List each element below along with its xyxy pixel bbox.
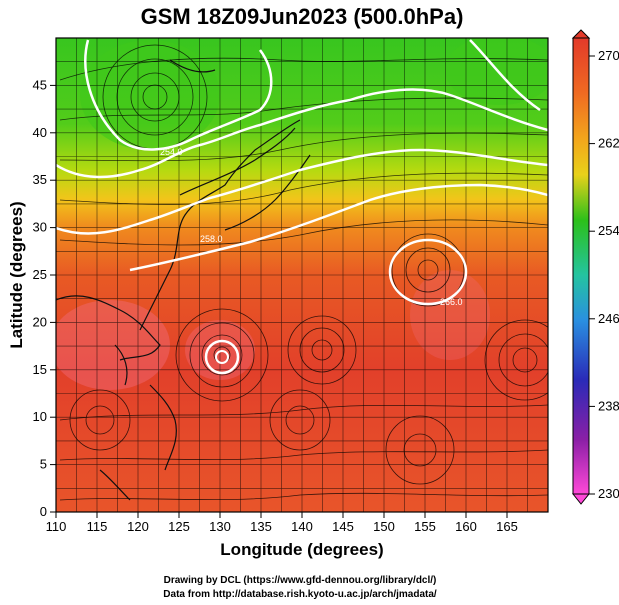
y-tick-label: 30 (33, 220, 47, 235)
contour-label: 258.0 (200, 234, 223, 244)
y-tick-label: 45 (33, 77, 47, 92)
contour-labels: 254.0 258.0 266.0 (160, 147, 463, 307)
y-axis-ticks: 0 5 10 15 20 25 30 35 40 45 (33, 77, 56, 519)
height-contours (56, 39, 548, 375)
x-tick-label: 165 (496, 519, 518, 534)
contour-254 (56, 88, 548, 179)
colorbar-label: 262 (598, 136, 619, 151)
x-tick-label: 125 (168, 519, 190, 534)
chart-title: GSM 18Z09Jun2023 (500.0hPa) (141, 4, 464, 29)
contour-label: 254.0 (160, 147, 183, 157)
y-tick-label: 5 (40, 457, 47, 472)
colorbar-label: 238 (598, 398, 619, 413)
warm-patch (56, 300, 170, 390)
colorbar-gradient (572, 37, 590, 495)
colorbar-ticks: 270 262 254 246 238 230 (589, 48, 619, 501)
x-tick-label: 130 (209, 519, 231, 534)
y-tick-label: 10 (33, 409, 47, 424)
cold-patch (445, 38, 548, 105)
x-tick-label: 120 (127, 519, 149, 534)
y-tick-label: 0 (40, 504, 47, 519)
credit-dcl: Drawing by DCL (https://www.gfd-dennou.o… (164, 575, 437, 586)
y-tick-label: 25 (33, 267, 47, 282)
y-tick-label: 20 (33, 314, 47, 329)
contour-262 (129, 183, 548, 272)
x-axis-ticks: 110 115 120 125 130 135 140 145 150 155 160 165 (46, 512, 518, 534)
credit-data: Data from http://database.rish.kyoto-u.a… (163, 589, 437, 600)
colorbar-top-triangle (571, 29, 591, 39)
x-tick-label: 150 (373, 519, 395, 534)
y-tick-label: 35 (33, 172, 47, 187)
contour-266 (388, 238, 468, 306)
colorbar-bottom-triangle (571, 493, 591, 505)
warm-patch (410, 270, 490, 360)
streamlines (59, 44, 548, 501)
x-tick-label: 115 (87, 519, 108, 534)
x-tick-label: 155 (414, 519, 436, 534)
contour-ne (469, 39, 541, 112)
x-axis-title: Longitude (degrees) (220, 540, 383, 559)
y-axis-title: Latitude (degrees) (7, 201, 26, 348)
x-tick-label: 140 (291, 519, 313, 534)
y-tick-label: 15 (33, 362, 47, 377)
colorbar: 270 262 254 246 238 230 (571, 29, 619, 505)
x-tick-label: 160 (455, 519, 477, 534)
cyclone-contour (204, 339, 240, 375)
colorbar-label: 254 (598, 223, 619, 238)
x-tick-label: 135 (250, 519, 272, 534)
grid-lines (56, 38, 548, 512)
contour-cold-low (84, 39, 273, 151)
colorbar-label: 270 (598, 48, 619, 63)
plot-area: 254.0 258.0 266.0 (56, 38, 548, 512)
x-tick-label: 110 (46, 519, 67, 534)
colorbar-label: 246 (598, 311, 619, 326)
cyclone-core (215, 350, 229, 364)
cold-patch (80, 40, 220, 150)
contour-258 (56, 148, 548, 235)
y-tick-label: 40 (33, 125, 47, 140)
colorbar-label: 230 (598, 486, 619, 501)
contour-label: 266.0 (440, 297, 463, 307)
x-tick-label: 145 (332, 519, 354, 534)
